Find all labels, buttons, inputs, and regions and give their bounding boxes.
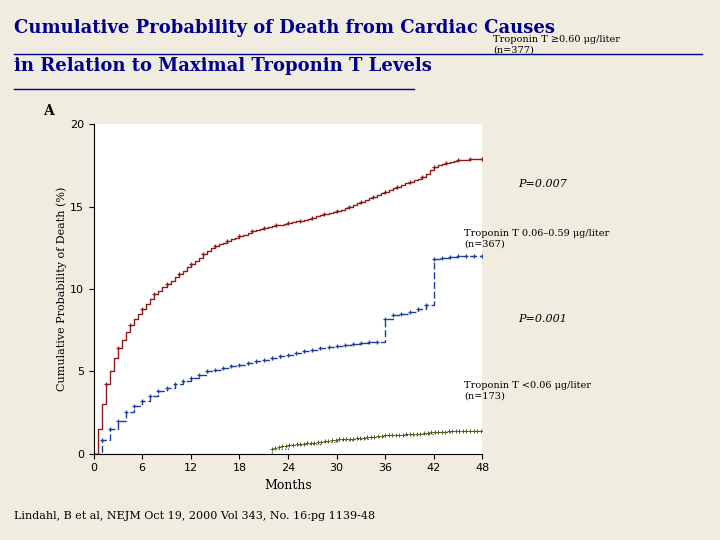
Text: A: A — [43, 104, 54, 118]
Text: P=0.001: P=0.001 — [518, 314, 567, 323]
Text: P=0.007: P=0.007 — [518, 179, 567, 188]
Text: Troponin T <0.06 μg/liter
(n=173): Troponin T <0.06 μg/liter (n=173) — [464, 381, 591, 400]
Text: Troponin T 0.06–0.59 μg/liter
(n=367): Troponin T 0.06–0.59 μg/liter (n=367) — [464, 230, 610, 249]
Text: Cumulative Probability of Death from Cardiac Causes: Cumulative Probability of Death from Car… — [14, 19, 555, 37]
Y-axis label: Cumulative Probability of Death (%): Cumulative Probability of Death (%) — [56, 187, 67, 391]
X-axis label: Months: Months — [264, 479, 312, 492]
Text: Lindahl, B et al, NEJM Oct 19, 2000 Vol 343, No. 16:pg 1139-48: Lindahl, B et al, NEJM Oct 19, 2000 Vol … — [14, 511, 376, 521]
Text: in Relation to Maximal Troponin T Levels: in Relation to Maximal Troponin T Levels — [14, 57, 432, 75]
Text: Troponin T ≥0.60 μg/liter
(n=377): Troponin T ≥0.60 μg/liter (n=377) — [493, 35, 620, 55]
